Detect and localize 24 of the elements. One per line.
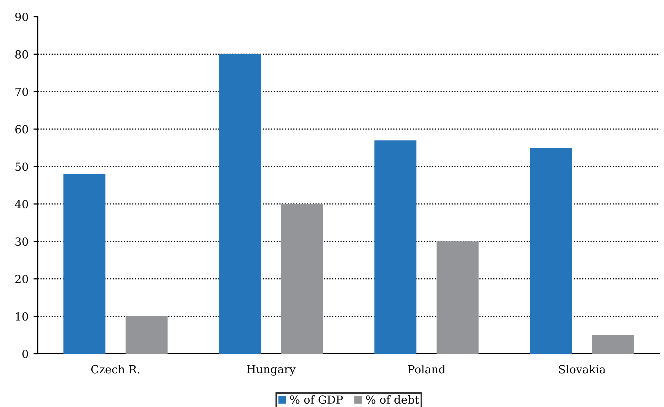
- legend-label: % of debt: [366, 395, 420, 404]
- y-tick-label: 70: [16, 88, 28, 96]
- x-tick-label: Hungary: [247, 365, 296, 376]
- y-tick-label: 0: [22, 350, 28, 358]
- y-tick-label: 80: [16, 50, 28, 59]
- x-tick-label: Slovakia: [559, 365, 606, 374]
- y-tick-label: 10: [16, 312, 28, 321]
- bar: [281, 204, 324, 354]
- bar: [64, 174, 106, 354]
- bar: [592, 335, 634, 354]
- y-tick-label: 90: [16, 12, 28, 22]
- bar: [219, 54, 262, 354]
- y-tick-label: 40: [15, 200, 28, 209]
- bar: [530, 148, 572, 354]
- bar: [374, 140, 417, 354]
- x-tick-label: Czech R.: [92, 365, 140, 374]
- x-tick-label: Poland: [408, 365, 446, 374]
- y-tick-label: 20: [16, 275, 28, 284]
- y-tick-label: 60: [16, 125, 28, 134]
- bar: [436, 242, 479, 354]
- legend-label: % of GDP: [290, 395, 344, 404]
- bar: [126, 316, 168, 354]
- y-tick-label: 30: [16, 238, 28, 246]
- y-tick-label: 50: [16, 162, 28, 172]
